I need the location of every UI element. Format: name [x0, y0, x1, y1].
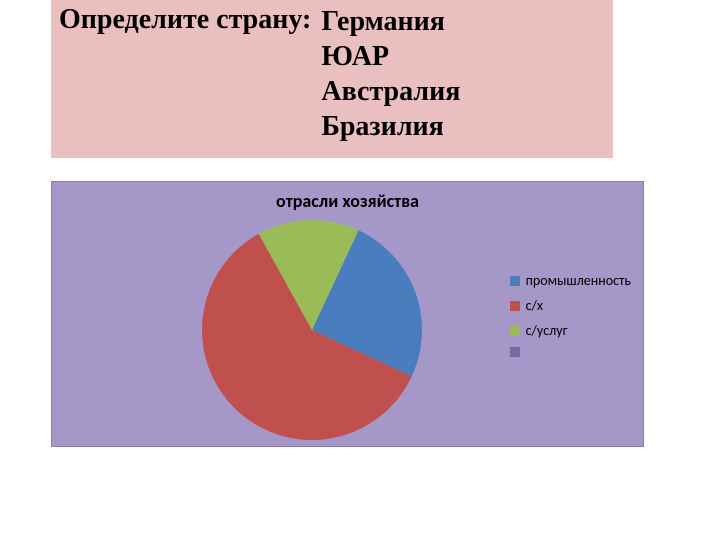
- legend-item: промышленность: [510, 272, 631, 289]
- legend-item: с/x: [510, 297, 631, 314]
- legend-swatch: [510, 347, 520, 357]
- country-option: Бразилия: [321, 109, 460, 144]
- country-option: Германия: [321, 4, 460, 39]
- chart-container: отрасли хозяйства промышленность с/x с/усл…: [51, 181, 644, 447]
- legend-item: [510, 347, 631, 357]
- slide: Определите страну: Германия ЮАР Австрали…: [0, 0, 720, 540]
- legend-item: с/услуг: [510, 322, 631, 339]
- legend-swatch: [510, 276, 520, 286]
- legend-label: с/услуг: [526, 322, 568, 339]
- country-option: Австралия: [321, 74, 460, 109]
- prompt-label: Определите страну:: [59, 4, 321, 36]
- header-row: Определите страну: Германия ЮАР Австрали…: [51, 4, 613, 144]
- legend-swatch: [510, 301, 520, 311]
- legend-label: промышленность: [526, 272, 631, 289]
- chart-title: отрасли хозяйства: [52, 190, 643, 212]
- country-option: ЮАР: [321, 39, 460, 74]
- legend-swatch: [510, 326, 520, 336]
- pie-chart: [202, 220, 422, 440]
- header-box: Определите страну: Германия ЮАР Австрали…: [51, 0, 613, 158]
- chart-legend: промышленность с/x с/услуг: [510, 272, 631, 365]
- country-list: Германия ЮАР Австралия Бразилия: [321, 4, 460, 144]
- legend-label: с/x: [526, 297, 543, 314]
